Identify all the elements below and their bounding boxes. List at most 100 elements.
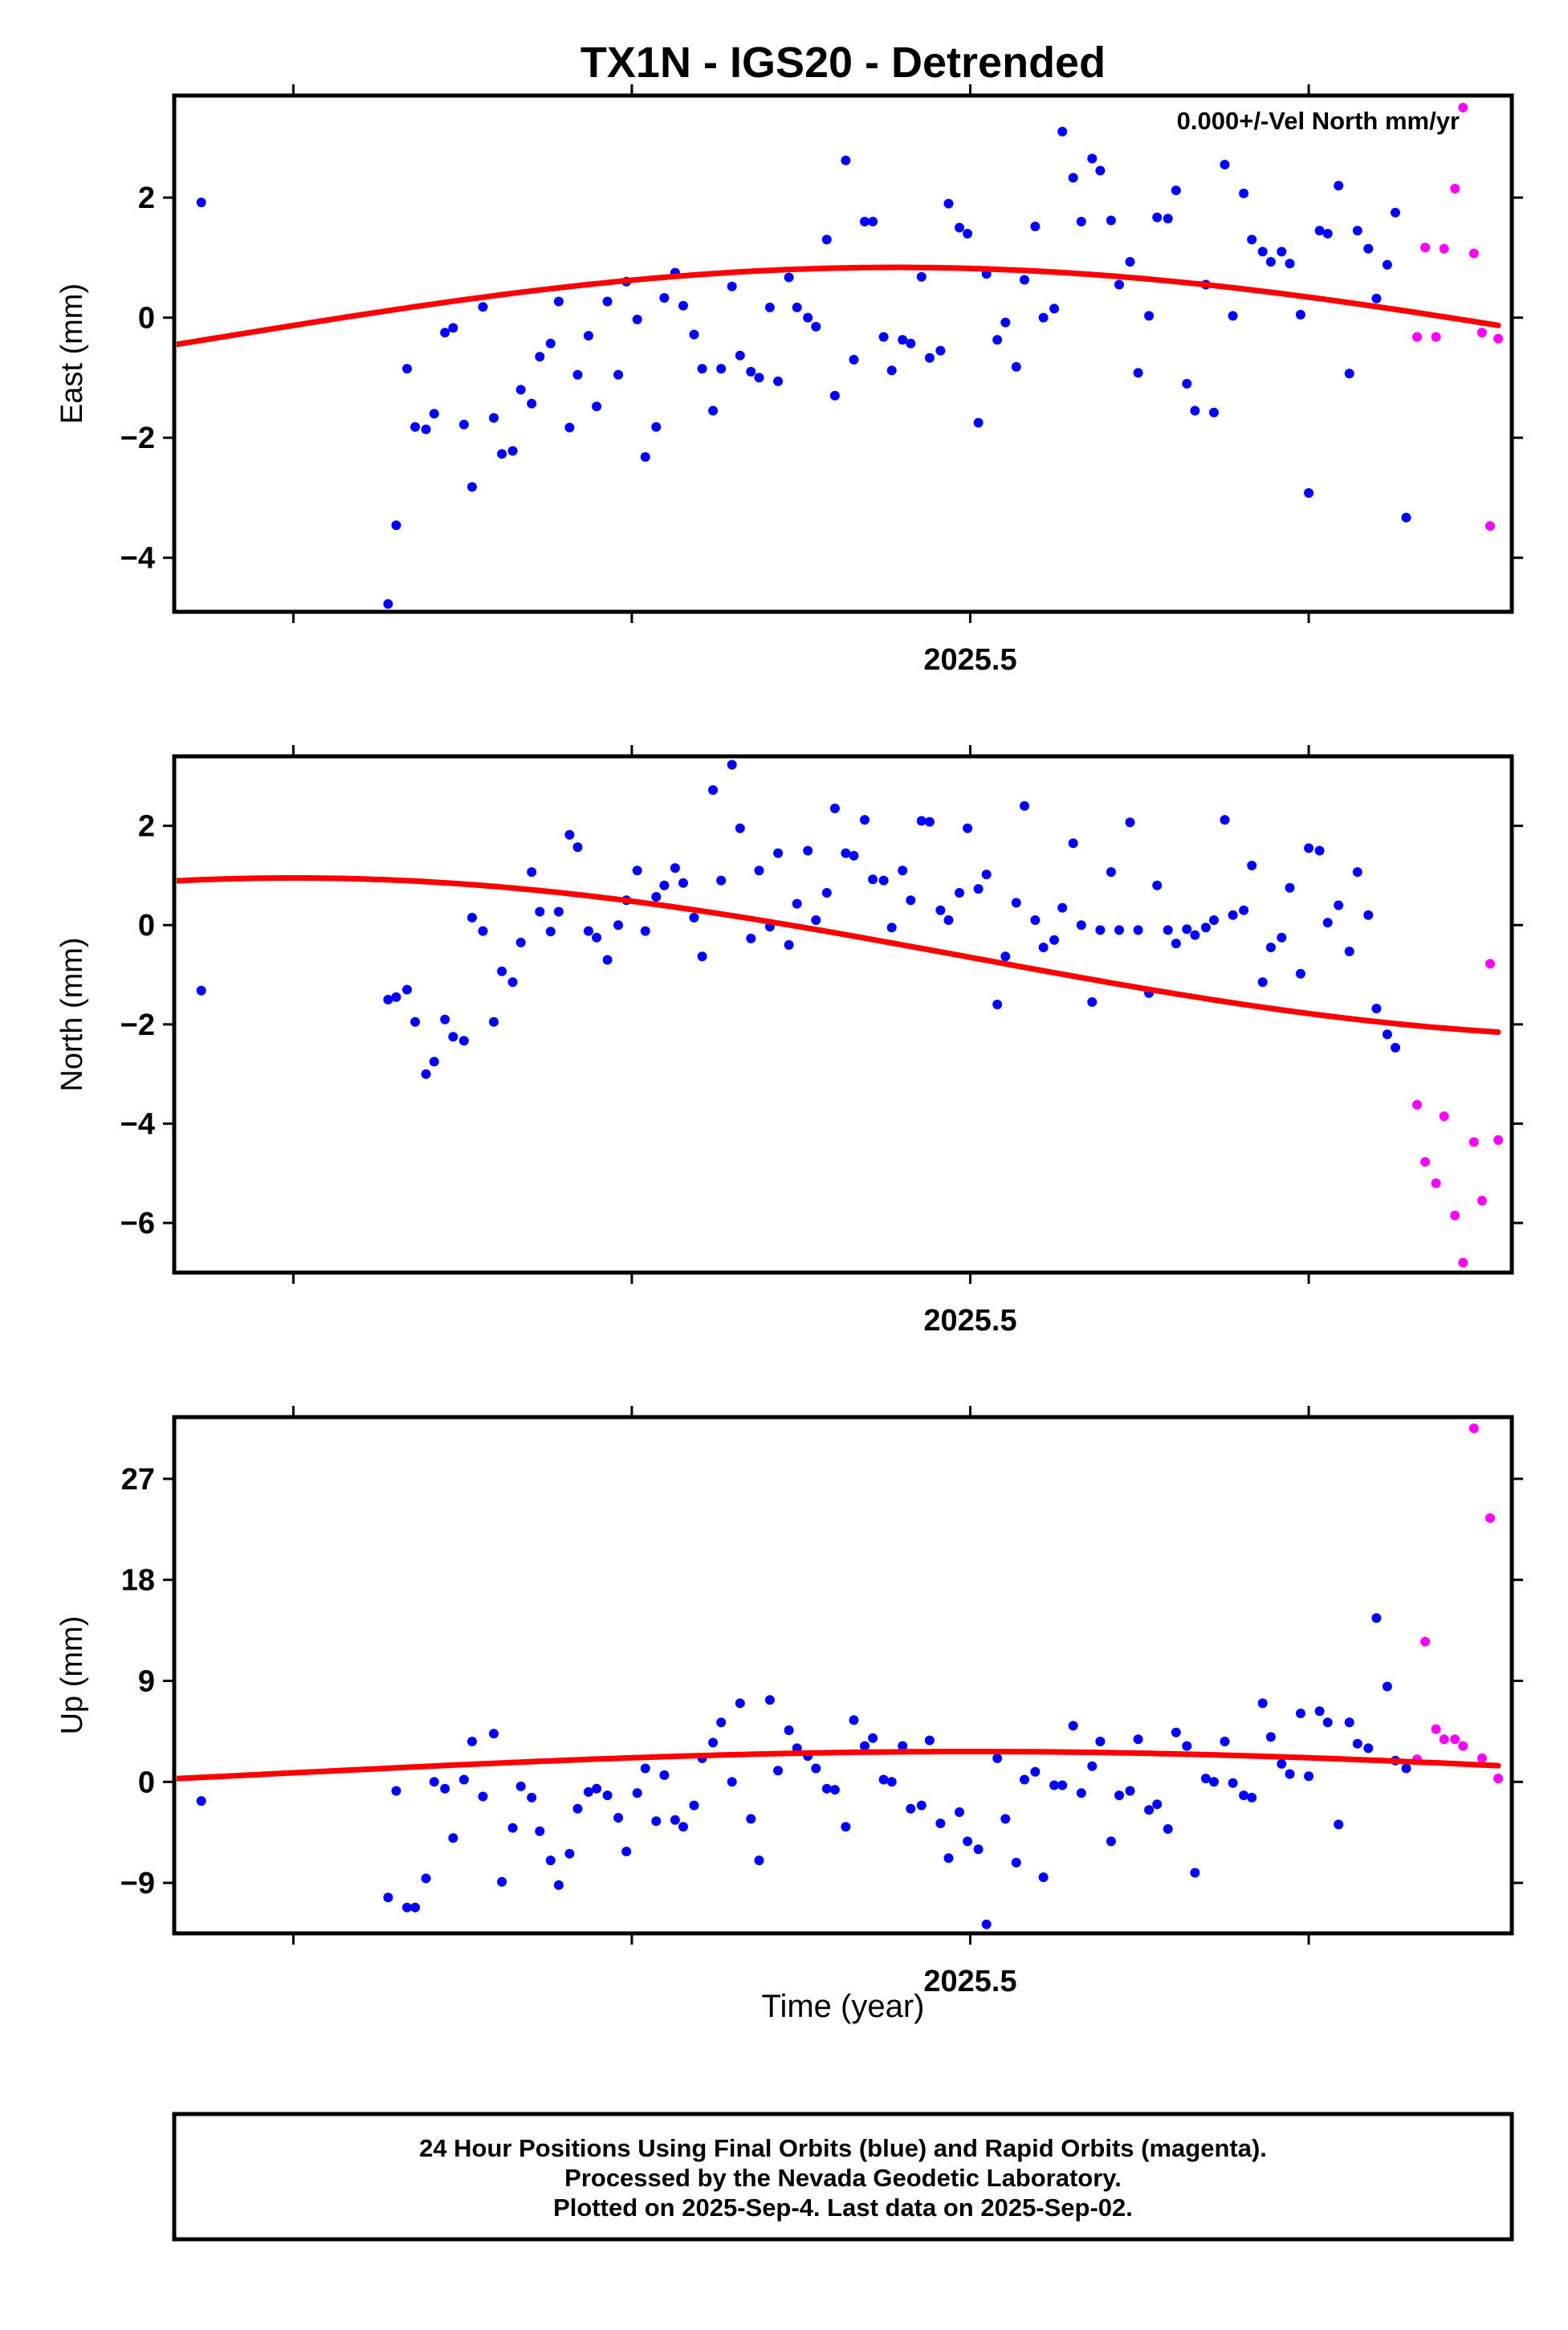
east-final-point [935,345,946,356]
up-final-point [1401,1763,1411,1774]
north-final-point [467,912,477,923]
up-final-point [410,1902,421,1912]
north-final-point [1344,947,1354,956]
north-final-point [1106,867,1116,878]
east-final-point [963,229,973,238]
north-y-tick-label: 2 [138,810,155,844]
east-final-point [1095,165,1106,176]
east-final-point [1228,311,1238,321]
east-final-point [1049,303,1060,314]
east-final-point [651,422,662,432]
east-final-point [507,446,518,456]
footer-line-2: Processed by the Nevada Geodetic Laborat… [564,2164,1122,2192]
up-final-point [489,1729,499,1739]
north-final-point [410,1016,421,1027]
up-final-point [507,1823,518,1833]
north-final-point [1000,951,1011,962]
up-final-point [1144,1805,1155,1815]
up-final-point [632,1788,642,1798]
east-final-point [1265,257,1276,267]
east-final-point [1171,185,1181,196]
east-final-point [811,321,821,332]
east-final-point [632,314,642,324]
east-final-point [754,373,764,383]
east-final-point [1182,378,1192,389]
north-final-point [1277,932,1287,943]
east-final-point [1322,229,1333,238]
east-final-point [727,281,737,291]
east-final-point [467,482,477,492]
east-final-point [849,355,859,365]
north-final-point [898,866,908,876]
up-final-point [1382,1681,1392,1692]
up-final-point [497,1876,507,1887]
north-final-point [821,888,832,898]
east-final-point [1152,212,1163,222]
up-final-point [1057,1780,1068,1790]
up-y-tick-label: 0 [138,1766,155,1799]
up-final-point [981,1919,992,1929]
up-final-point [1265,1732,1276,1742]
north-final-point [1030,915,1041,925]
up-rapid-point [1468,1424,1479,1433]
up-final-point [1049,1780,1060,1790]
north-final-point [689,912,699,923]
up-final-point [1133,1734,1143,1745]
north-final-point [584,926,593,936]
up-final-point [640,1763,650,1774]
up-final-point [924,1735,935,1745]
north-final-point [773,848,784,858]
east-final-point [1000,317,1011,328]
east-final-point [1391,207,1400,218]
up-final-point [1171,1727,1181,1737]
north-final-point [1152,880,1163,890]
up-final-point [458,1774,469,1785]
up-final-point [773,1766,784,1776]
east-y-axis-label: East (mm) [55,283,89,424]
north-panel: 2025.5 2 0 −2 −4 −6 North (mm) [55,745,1523,1338]
north-final-point [196,985,206,996]
east-rapid-point [1468,248,1479,259]
up-final-point [829,1785,840,1795]
up-y-tick-label: 18 [121,1564,155,1598]
up-final-point [584,1786,593,1797]
up-final-point [821,1783,832,1794]
north-data [177,760,1504,1268]
north-final-point [992,1000,1003,1010]
north-final-point [489,1016,499,1027]
north-final-point [1171,939,1181,949]
up-final-point [1220,1737,1230,1746]
east-data [177,103,1504,609]
up-final-point [1125,1786,1135,1796]
up-final-point [735,1698,745,1709]
north-final-point [1020,800,1029,811]
up-final-point [1247,1792,1257,1802]
north-final-point [1068,838,1078,849]
east-final-point [1087,153,1098,164]
east-final-point [478,302,488,312]
east-final-point [1011,361,1021,372]
east-final-point [841,155,851,165]
up-final-point [1163,1824,1173,1834]
north-final-point [651,892,662,902]
east-final-point [1133,368,1143,378]
north-final-point [1200,923,1211,933]
east-final-point [773,376,784,386]
north-final-point [1057,902,1068,913]
up-final-point [592,1783,602,1794]
east-final-point [1220,160,1230,169]
east-final-point [821,234,832,245]
north-final-point [515,937,526,947]
east-rapid-point [1450,183,1460,193]
north-final-point [478,926,488,936]
up-final-point [448,1833,458,1843]
up-final-point [727,1777,737,1787]
up-final-point [1106,1836,1116,1847]
up-final-point [1257,1698,1268,1709]
up-rapid-point [1485,1513,1495,1523]
north-final-point [1038,943,1049,952]
north-plot-frame [172,754,1514,1275]
north-final-point [632,866,642,876]
east-final-point [1257,246,1268,257]
north-final-point [421,1069,431,1079]
